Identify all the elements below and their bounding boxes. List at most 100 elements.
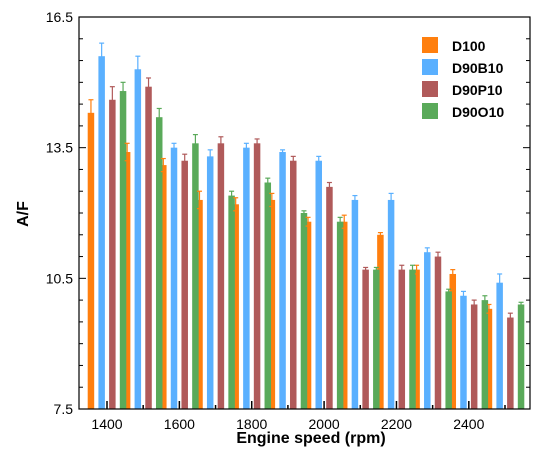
bar-d100-2400 xyxy=(449,273,457,409)
error-bar-d90p10-1900 xyxy=(290,155,296,166)
bar-d90p10-1700 xyxy=(217,143,225,409)
error-bar-d90b10-2000 xyxy=(316,155,322,166)
error-bar-d90p10-1500 xyxy=(146,77,152,97)
error-bars-layer xyxy=(88,42,524,323)
bars-layer xyxy=(87,56,525,410)
bar-d90p10-2000 xyxy=(326,186,333,409)
error-bar-d90o10-2000 xyxy=(337,216,343,227)
error-bar-d90p10-2100 xyxy=(363,266,369,273)
bar-d90b10-1800 xyxy=(243,147,250,410)
error-bar-d90o10-2100 xyxy=(373,266,379,273)
bar-d90p10-1800 xyxy=(253,143,261,409)
bar-d90o10-1400 xyxy=(119,91,127,409)
bar-d90o10-2500 xyxy=(517,304,525,409)
error-bar-d90p10-1400 xyxy=(109,86,115,114)
error-bar-d90p10-1700 xyxy=(218,136,224,151)
bar-d100-2200 xyxy=(377,234,384,409)
error-bar-d100-2000 xyxy=(305,216,311,227)
x-tick-label-1800: 1800 xyxy=(236,416,267,432)
error-bar-d100-2100 xyxy=(341,214,347,229)
bar-d90b10-1400 xyxy=(98,56,105,409)
bar-d100-1600 xyxy=(160,165,167,409)
error-bar-d100-1400 xyxy=(88,99,94,127)
error-bar-d90o10-1700 xyxy=(229,190,235,201)
legend-swatch-d90o10 xyxy=(422,103,438,119)
bar-d90p10-1900 xyxy=(290,160,297,409)
error-bar-d90o10-2500 xyxy=(518,301,524,308)
bar-d90o10-1700 xyxy=(228,195,235,409)
error-bar-d90b10-2300 xyxy=(424,247,430,258)
bar-d90b10-1700 xyxy=(206,156,214,409)
x-tick-label-1600: 1600 xyxy=(164,416,195,432)
bar-d90o10-1500 xyxy=(155,117,163,410)
error-bar-d90b10-2500 xyxy=(497,273,503,292)
legend: D100 D90B10 D90P10 D90O10 xyxy=(422,37,504,120)
error-bar-d90o10-2200 xyxy=(410,264,416,275)
bar-d100-1400 xyxy=(87,112,95,409)
bar-d100-1900 xyxy=(268,199,276,409)
bar-d100-1700 xyxy=(196,199,203,409)
error-bar-d100-1500 xyxy=(124,142,130,162)
bar-d90p10-2500 xyxy=(507,317,514,409)
error-bar-d100-1900 xyxy=(269,192,275,208)
error-bar-d90p10-2500 xyxy=(507,312,513,323)
bar-d90p10-2300 xyxy=(434,256,442,409)
bar-d90o10-1600 xyxy=(192,143,199,409)
legend-item-d90p10: D90P10 xyxy=(422,81,503,98)
y-tick-label-7.5: 7.5 xyxy=(54,401,74,417)
bar-d90o10-2000 xyxy=(336,221,344,409)
legend-swatch-d100 xyxy=(422,37,438,53)
legend-label-d90p10: D90P10 xyxy=(452,82,503,98)
legend-label-d90b10: D90B10 xyxy=(452,60,504,76)
error-bar-d90b10-1500 xyxy=(135,55,141,83)
bar-d90p10-2400 xyxy=(470,304,478,409)
error-bar-d90b10-1600 xyxy=(171,142,177,153)
error-bar-d90o10-1800 xyxy=(265,177,271,188)
error-bar-d100-1700 xyxy=(196,190,202,210)
y-axis-title: A/F xyxy=(15,201,32,227)
error-bar-d90p10-2300 xyxy=(435,251,441,262)
error-bar-d100-1800 xyxy=(233,197,239,212)
error-bar-d90o10-1900 xyxy=(301,210,307,216)
error-bar-d90b10-1400 xyxy=(99,42,105,70)
bar-d90b10-2300 xyxy=(424,252,431,409)
bar-d90o10-1800 xyxy=(264,182,272,409)
y-tick-label-16.5: 16.5 xyxy=(46,9,73,25)
bar-d90b10-1900 xyxy=(279,152,286,409)
error-bar-d90b10-1700 xyxy=(207,149,213,164)
x-tick-label-2400: 2400 xyxy=(453,416,484,432)
y-tick-label-13.5: 13.5 xyxy=(46,140,73,156)
bar-d100-2500 xyxy=(485,308,493,409)
error-bar-d90p10-2000 xyxy=(326,181,332,192)
legend-item-d100: D100 xyxy=(422,37,486,54)
bar-d90o10-1900 xyxy=(300,213,308,409)
error-bar-d100-2200 xyxy=(377,232,383,238)
bar-d100-2300 xyxy=(413,269,420,409)
bar-d100-2000 xyxy=(304,221,312,409)
error-bar-d90p10-2400 xyxy=(471,299,477,310)
bar-d90p10-1600 xyxy=(181,160,188,409)
bar-d90b10-2500 xyxy=(496,282,503,409)
bar-d90p10-2200 xyxy=(398,269,406,409)
y-tick-label-10.5: 10.5 xyxy=(46,270,73,286)
bar-d90p10-1400 xyxy=(109,99,116,409)
legend-item-d90o10: D90O10 xyxy=(422,103,504,120)
bar-d90p10-1500 xyxy=(145,86,152,409)
bar-d90p10-2100 xyxy=(362,269,369,409)
x-axis-title: Engine speed (rpm) xyxy=(236,430,385,447)
x-tick-label-2200: 2200 xyxy=(381,416,412,432)
error-bar-d90b10-1800 xyxy=(243,142,249,153)
error-bar-d90b10-2400 xyxy=(460,290,466,301)
legend-label-d100: D100 xyxy=(452,38,486,54)
error-bar-d90o10-1500 xyxy=(156,107,162,127)
bar-d90o10-2100 xyxy=(373,269,380,409)
bar-d90o10-2200 xyxy=(409,269,416,409)
bar-d90b10-2100 xyxy=(351,199,359,409)
x-tick-label-2000: 2000 xyxy=(309,416,340,432)
error-bar-d90p10-1600 xyxy=(182,153,188,168)
bar-d100-2100 xyxy=(340,221,348,409)
bar-d90o10-2300 xyxy=(445,291,452,409)
error-bar-d90b10-2100 xyxy=(352,194,358,205)
error-bar-d100-1600 xyxy=(160,157,166,173)
